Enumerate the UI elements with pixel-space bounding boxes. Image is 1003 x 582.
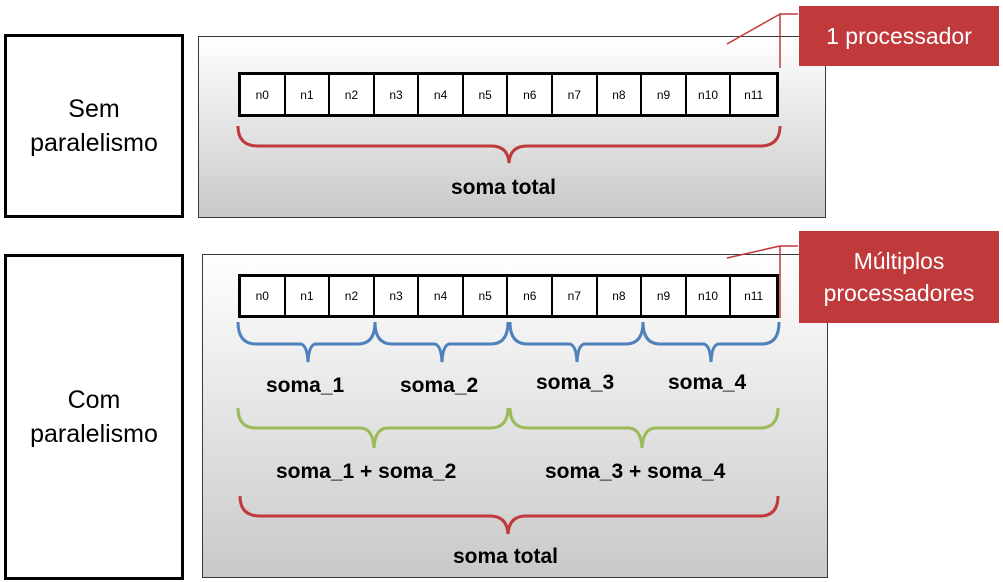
cell-n9: n9 (642, 75, 687, 114)
cell-n10: n10 (687, 277, 732, 315)
cell-n1: n1 (286, 75, 331, 114)
cell-n5: n5 (464, 277, 509, 315)
cell-n10: n10 (687, 75, 732, 114)
cell-n9: n9 (642, 277, 687, 315)
cell-n4: n4 (419, 75, 464, 114)
cell-n2: n2 (330, 277, 375, 315)
soma-total-sequential: soma total (451, 176, 557, 199)
brace-pair-3-4 (508, 407, 780, 449)
brace-soma-4 (641, 321, 781, 363)
cell-n5: n5 (464, 75, 509, 114)
cell-n4: n4 (419, 277, 464, 315)
cell-n8: n8 (598, 75, 643, 114)
cell-n11: n11 (744, 87, 764, 102)
label-com-paralelismo: Com paralelismo (4, 254, 184, 580)
brace-soma-1 (236, 321, 377, 363)
array-parallel: n0 n1 n2 n3 n4 n5 n6 n7 n8 n9 n10 n11 (238, 274, 779, 318)
callout-multiplos-processadores: Múltiplos processadores (799, 231, 999, 323)
partial-soma-3: soma_3 (536, 371, 615, 394)
cell-n2: n2 (330, 75, 375, 114)
cell-n6: n6 (508, 277, 554, 315)
label-sem-paralelismo: Sem paralelismo (4, 34, 184, 218)
callout-leader-1 (726, 12, 798, 68)
soma-total-parallel: soma total (453, 545, 559, 568)
label-com-paralelismo-text: Com paralelismo (30, 386, 158, 448)
cell-n8: n8 (598, 277, 643, 315)
brace-total-parallel (238, 495, 780, 535)
pair-sum-1-2: soma_1 + soma_2 (276, 460, 457, 483)
callout-multiplos-processadores-text: Múltiplos processadores (823, 248, 975, 306)
partial-soma-1: soma_1 (266, 374, 345, 397)
partial-soma-4: soma_4 (668, 371, 747, 394)
brace-soma-3 (508, 321, 645, 363)
cell-n0: n0 (241, 277, 286, 315)
cell-n0: n0 (241, 75, 286, 114)
callout-leader-2 (726, 245, 798, 318)
cell-n7: n7 (553, 75, 598, 114)
panel-sequential (198, 36, 826, 218)
pair-sum-3-4: soma_3 + soma_4 (545, 460, 726, 483)
callout-1-processador: 1 processador (799, 6, 999, 66)
cell-n1: n1 (286, 277, 331, 315)
brace-soma-2 (373, 321, 510, 363)
cell-n6: n6 (508, 75, 554, 114)
brace-total-sequential (236, 125, 782, 164)
cell-n3: n3 (375, 75, 420, 114)
callout-1-processador-text: 1 processador (826, 23, 972, 49)
cell-n3: n3 (375, 277, 420, 315)
array-sequential: n0 n1 n2 n3 n4 n5 n6 n7 n8 n9 n10 n11 (238, 72, 779, 117)
cell-n7: n7 (553, 277, 598, 315)
label-sem-paralelismo-text: Sem paralelismo (30, 95, 158, 157)
cell-n11: n11 (744, 289, 764, 303)
brace-pair-1-2 (236, 407, 510, 449)
partial-soma-2: soma_2 (400, 374, 479, 397)
